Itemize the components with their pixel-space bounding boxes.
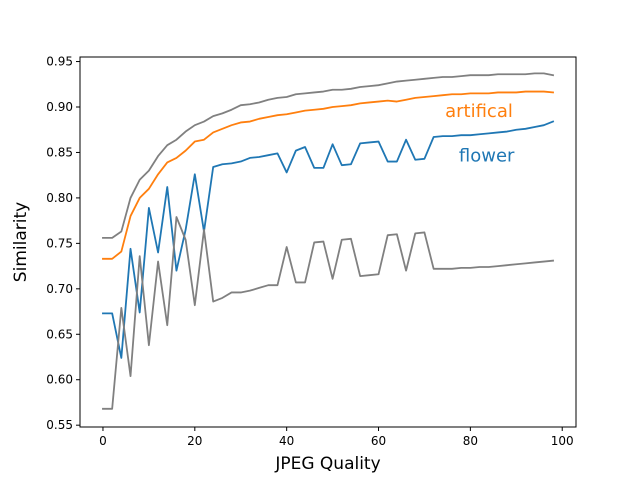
series-annotation-artifical: artifical <box>445 101 513 122</box>
y-tick-label: 0.65 <box>46 327 73 341</box>
x-tick-label: 20 <box>187 434 202 448</box>
series-line-flower <box>102 120 555 359</box>
x-axis-ticks: 0 20 40 60 80 100 <box>99 427 574 448</box>
y-tick-label: 0.60 <box>46 373 73 387</box>
y-tick-label: 0.80 <box>46 191 73 205</box>
x-tick-label: 0 <box>99 434 107 448</box>
y-tick-label: 0.95 <box>46 55 73 69</box>
x-tick-label: 80 <box>463 434 478 448</box>
series-layer <box>102 72 555 410</box>
series-line-gray-lower <box>102 216 555 410</box>
y-tick-label: 0.55 <box>46 418 73 432</box>
y-axis-label: Similarity <box>11 202 31 282</box>
y-tick-label: 0.90 <box>46 100 73 114</box>
x-tick-label: 60 <box>371 434 386 448</box>
series-line-artifical <box>102 90 555 260</box>
series-line-gray-upper <box>102 72 555 239</box>
annotations-layer: artifical flower <box>445 101 515 167</box>
x-tick-label: 40 <box>279 434 294 448</box>
y-tick-label: 0.75 <box>46 236 73 250</box>
series-annotation-flower: flower <box>459 146 515 167</box>
y-axis-ticks: 0.55 0.60 0.65 0.70 0.75 0.80 0.85 0.90 0.95 <box>46 55 80 432</box>
y-tick-label: 0.85 <box>46 145 73 159</box>
x-tick-label: 100 <box>551 434 574 448</box>
y-tick-label: 0.70 <box>46 282 73 296</box>
plot-area-frame <box>79 56 577 428</box>
x-axis-label: JPEG Quality <box>274 454 380 474</box>
